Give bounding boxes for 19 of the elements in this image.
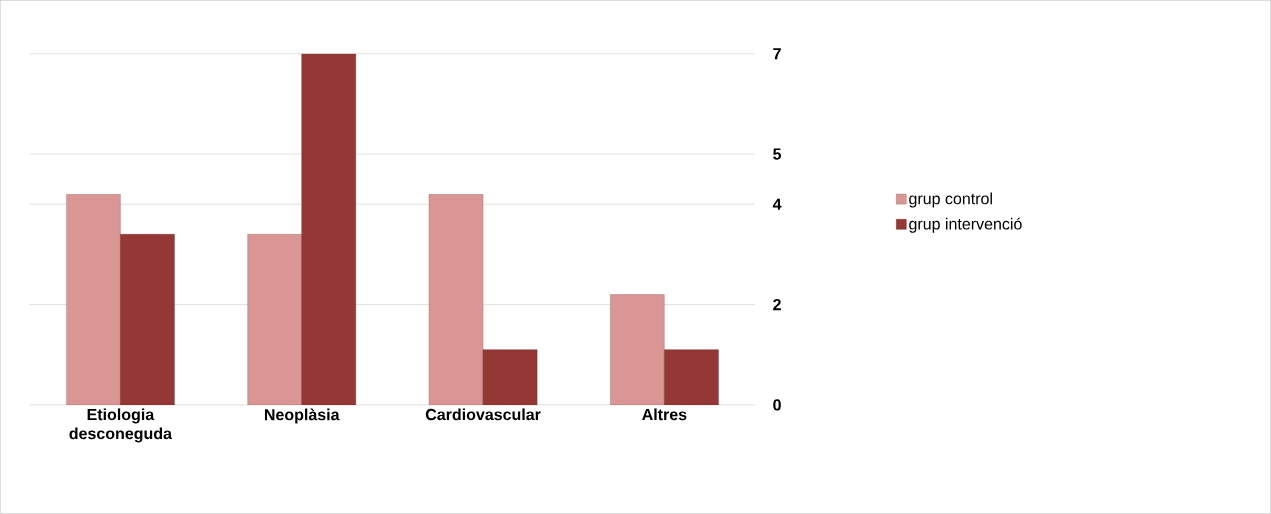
x-tick-label: Neoplàsia (264, 408, 340, 424)
bar (610, 294, 665, 406)
y-tick-label: 7 (773, 48, 781, 60)
legend-label: grup control (909, 192, 992, 208)
x-tick-label: Altres (642, 408, 687, 421)
bar (664, 349, 719, 406)
bar (482, 349, 538, 406)
bar (301, 53, 356, 406)
x-tick-label: Etiologia desconeguda (69, 408, 173, 443)
y-tick-label: 2 (773, 299, 781, 311)
bar (247, 234, 302, 406)
y-tick-label: 5 (773, 148, 782, 160)
legend-label: grup intervenció (909, 217, 1022, 233)
bar (428, 194, 484, 406)
bar (120, 234, 175, 406)
bar (66, 194, 121, 406)
x-tick-label: Cardiovascular (425, 408, 541, 421)
y-tick-label: 0 (773, 399, 781, 411)
y-tick-label: 4 (772, 198, 782, 210)
